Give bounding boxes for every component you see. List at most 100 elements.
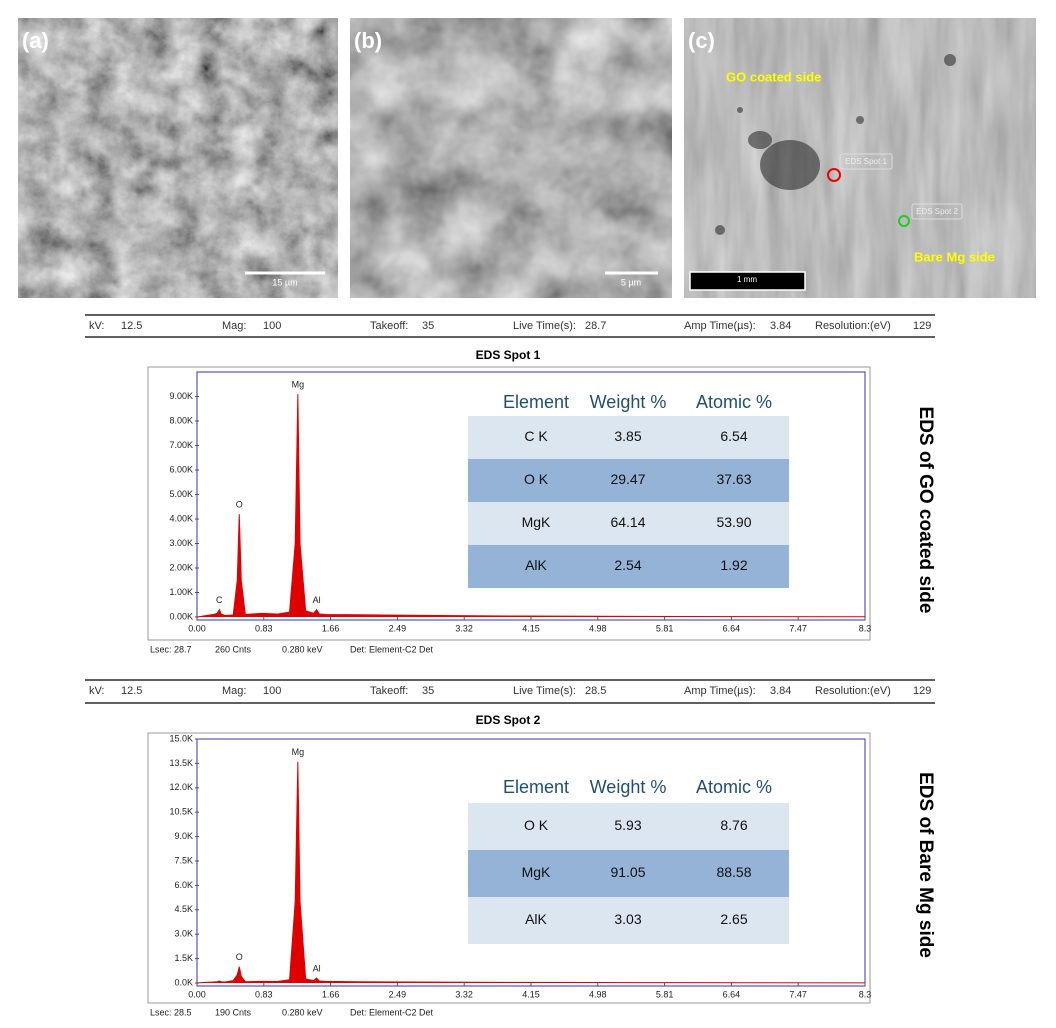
y-tick-label: 6.00K <box>169 464 193 474</box>
setting-value: 129 <box>913 320 931 332</box>
x-tick-label: 4.98 <box>589 623 607 633</box>
x-tick-label: 8.3 <box>859 623 872 633</box>
setting-value: 28.5 <box>585 685 606 697</box>
y-tick-label: 9.00K <box>169 391 193 401</box>
table-header: Weight % <box>590 777 667 797</box>
setting-label: Amp Time(µs): <box>684 685 756 697</box>
x-tick-label: 0.00 <box>188 989 206 999</box>
setting-label: Mag: <box>222 320 246 332</box>
x-tick-label: 6.64 <box>723 623 741 633</box>
x-tick-label: 7.47 <box>789 623 807 633</box>
setting-label: Takeoff: <box>370 685 408 697</box>
table-cell: 91.05 <box>610 864 645 880</box>
peak-label: O <box>236 952 243 962</box>
y-tick-label: 13.5K <box>169 758 193 768</box>
table-cell: 3.85 <box>614 428 641 444</box>
scale-label: 15 µm <box>272 277 297 287</box>
y-tick-label: 9.0K <box>174 831 193 841</box>
panel-label: (a) <box>22 28 49 53</box>
side-title: EDS of Bare Mg side <box>915 772 936 958</box>
table-cell: 88.58 <box>716 864 751 880</box>
table-cell: 2.54 <box>614 557 641 573</box>
x-tick-label: 3.32 <box>455 989 473 999</box>
chart-title: EDS Spot 1 <box>476 348 541 362</box>
x-tick-label: 0.83 <box>255 623 273 633</box>
y-tick-label: 15.0K <box>169 733 193 743</box>
x-tick-label: 4.15 <box>522 623 540 633</box>
particles <box>715 54 956 235</box>
footer-text: 0.280 keV <box>282 1007 323 1017</box>
footer-text: Lsec: 28.5 <box>150 1007 192 1017</box>
setting-value: 35 <box>422 685 434 697</box>
table-row <box>468 897 789 944</box>
setting-value: 100 <box>263 320 281 332</box>
table-cell: O K <box>524 471 549 487</box>
setting-label: Resolution:(eV) <box>815 320 891 332</box>
peak-label: Al <box>313 963 321 973</box>
setting-label: Live Time(s): <box>513 320 576 332</box>
scale-label: 1 mm <box>737 275 757 284</box>
panel-label: (b) <box>354 28 382 53</box>
table-header: Atomic % <box>696 777 772 797</box>
x-tick-label: 4.98 <box>589 989 607 999</box>
footer-text: Det: Element-C2 Det <box>350 644 434 654</box>
scale-bar <box>689 271 806 291</box>
y-tick-label: 3.0K <box>174 929 193 939</box>
y-tick-label: 7.5K <box>174 855 193 865</box>
setting-label: kV: <box>89 320 105 332</box>
table-cell: C K <box>524 428 548 444</box>
x-tick-label: 7.47 <box>789 989 807 999</box>
table-cell: 3.03 <box>614 911 641 927</box>
y-tick-label: 0.0K <box>174 977 193 987</box>
y-tick-label: 6.0K <box>174 880 193 890</box>
x-tick-label: 0.83 <box>255 989 273 999</box>
table-cell: MgK <box>522 864 551 880</box>
setting-value: 28.7 <box>585 320 606 332</box>
peak-label: O <box>236 499 243 509</box>
table-cell: 5.93 <box>614 817 641 833</box>
spectrum-line <box>196 394 866 618</box>
footer-text: 0.280 keV <box>282 644 323 654</box>
spot-box <box>839 153 893 170</box>
setting-value: 3.84 <box>770 320 791 332</box>
spectrum-line <box>196 761 866 984</box>
setting-value: 35 <box>422 320 434 332</box>
y-tick-label: 1.5K <box>174 953 193 963</box>
y-tick-label: 10.5K <box>169 807 193 817</box>
y-tick-label: 2.00K <box>169 562 193 572</box>
table-cell: AlK <box>525 911 547 927</box>
table-cell: 2.65 <box>720 911 747 927</box>
setting-value: 12.5 <box>121 685 142 697</box>
table-cell: 37.63 <box>716 471 751 487</box>
setting-label: kV: <box>89 685 105 697</box>
setting-value: 12.5 <box>121 320 142 332</box>
x-tick-label: 8.3 <box>859 989 872 999</box>
peak-label: Mg <box>292 379 305 389</box>
peak-label: Al <box>313 595 321 605</box>
table-cell: 64.14 <box>610 514 645 530</box>
x-tick-label: 2.49 <box>389 623 407 633</box>
table-cell: MgK <box>522 514 551 530</box>
footer-text: Det: Element-C2 Det <box>350 1007 434 1017</box>
y-tick-label: 7.00K <box>169 440 193 450</box>
x-tick-label: 3.32 <box>455 623 473 633</box>
table-cell: 1.92 <box>720 557 747 573</box>
x-tick-label: 4.15 <box>522 989 540 999</box>
table-row <box>468 416 789 459</box>
table-row <box>468 545 789 588</box>
table-cell: 6.54 <box>720 428 747 444</box>
setting-label: Live Time(s): <box>513 685 576 697</box>
x-tick-label: 0.00 <box>188 623 206 633</box>
scale-label: 5 µm <box>621 277 641 287</box>
x-tick-label: 5.81 <box>656 989 674 999</box>
footer-text: Lsec: 28.7 <box>150 644 192 654</box>
region-label: Bare Mg side <box>914 249 995 264</box>
table-header: Element <box>503 777 569 797</box>
spot-marker <box>827 168 841 182</box>
panel-label: (c) <box>688 28 715 53</box>
spot-box <box>911 203 963 220</box>
y-tick-label: 0.00K <box>169 611 193 621</box>
setting-value: 129 <box>913 685 931 697</box>
setting-label: Resolution:(eV) <box>815 685 891 697</box>
